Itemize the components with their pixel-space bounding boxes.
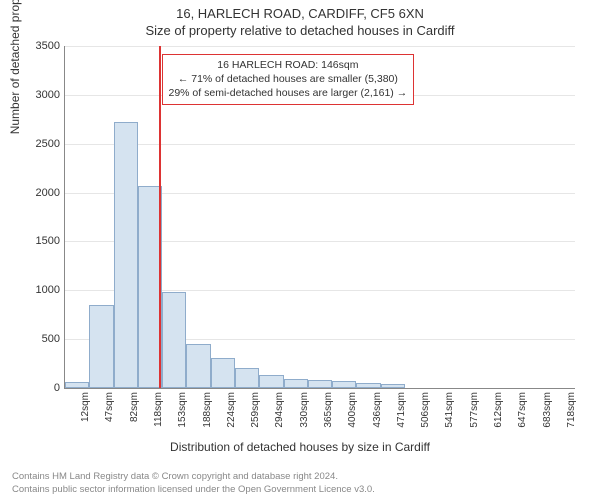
histogram-bar: [284, 379, 308, 388]
histogram-bar: [186, 344, 210, 388]
xtick-label: 224sqm: [226, 392, 237, 432]
xtick-label: 82sqm: [129, 392, 140, 432]
xtick-label: 471sqm: [396, 392, 407, 432]
histogram-bar: [65, 382, 89, 388]
histogram-bar: [381, 384, 405, 388]
ytick-label: 3500: [20, 40, 60, 52]
histogram-bar: [89, 305, 113, 388]
y-axis-label: Number of detached properties: [8, 0, 22, 134]
footer-line2: Contains public sector information licen…: [12, 484, 375, 496]
chart-container: 16, HARLECH ROAD, CARDIFF, CF5 6XN Size …: [0, 0, 600, 500]
histogram-bar: [211, 358, 235, 388]
xtick-label: 294sqm: [274, 392, 285, 432]
xtick-label: 612sqm: [493, 392, 504, 432]
xtick-label: 400sqm: [347, 392, 358, 432]
gridline: [65, 144, 575, 145]
xtick-label: 188sqm: [202, 392, 213, 432]
xtick-label: 47sqm: [104, 392, 115, 432]
title-main: 16, HARLECH ROAD, CARDIFF, CF5 6XN: [0, 0, 600, 21]
xtick-label: 718sqm: [566, 392, 577, 432]
histogram-bar: [114, 122, 138, 388]
annotation-line: 16 HARLECH ROAD: 146sqm: [169, 58, 408, 72]
xtick-label: 647sqm: [517, 392, 528, 432]
ytick-label: 3000: [20, 89, 60, 101]
histogram-bar: [332, 381, 356, 388]
xtick-label: 577sqm: [469, 392, 480, 432]
histogram-bar: [162, 292, 186, 388]
histogram-bar: [235, 368, 259, 388]
ytick-label: 1000: [20, 284, 60, 296]
footer-line1: Contains HM Land Registry data © Crown c…: [12, 471, 375, 483]
footer: Contains HM Land Registry data © Crown c…: [12, 471, 375, 496]
ytick-label: 1500: [20, 235, 60, 247]
annotation-line: 29% of semi-detached houses are larger (…: [169, 86, 408, 100]
xtick-label: 506sqm: [420, 392, 431, 432]
histogram-bar: [308, 380, 332, 388]
annotation-box: 16 HARLECH ROAD: 146sqm← 71% of detached…: [162, 54, 415, 105]
xtick-label: 118sqm: [153, 392, 164, 432]
xtick-label: 436sqm: [372, 392, 383, 432]
ytick-label: 2000: [20, 187, 60, 199]
ytick-label: 500: [20, 333, 60, 345]
xtick-label: 683sqm: [542, 392, 553, 432]
reference-line: [159, 46, 161, 388]
annotation-line: ← 71% of detached houses are smaller (5,…: [169, 72, 408, 86]
title-sub: Size of property relative to detached ho…: [0, 21, 600, 38]
xtick-label: 259sqm: [250, 392, 261, 432]
xtick-label: 365sqm: [323, 392, 334, 432]
xtick-label: 541sqm: [444, 392, 455, 432]
ytick-label: 0: [20, 382, 60, 394]
xtick-label: 12sqm: [80, 392, 91, 432]
x-axis-label: Distribution of detached houses by size …: [0, 440, 600, 454]
histogram-bar: [259, 375, 283, 388]
xtick-label: 153sqm: [177, 392, 188, 432]
histogram-bar: [356, 383, 380, 388]
xtick-label: 330sqm: [299, 392, 310, 432]
gridline: [65, 46, 575, 47]
ytick-label: 2500: [20, 138, 60, 150]
